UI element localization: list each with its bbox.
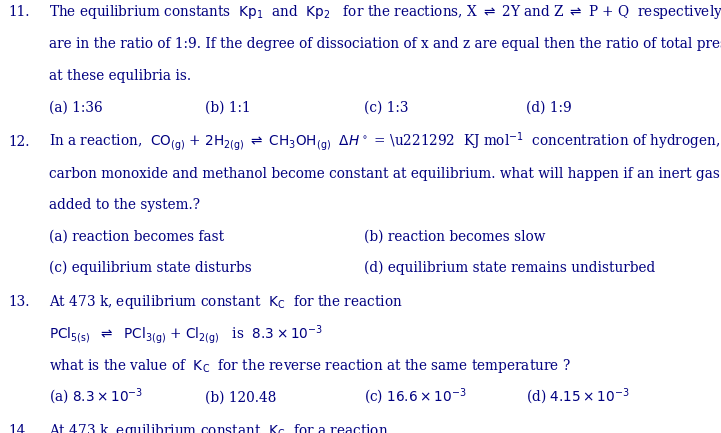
Text: at these equlibria is.: at these equlibria is. xyxy=(49,69,191,83)
Text: 13.: 13. xyxy=(9,295,30,309)
Text: what is the value of  $\mathsf{K_C}$  for the reverse reaction at the same tempe: what is the value of $\mathsf{K_C}$ for … xyxy=(49,358,571,375)
Text: (b) 120.48: (b) 120.48 xyxy=(205,391,277,405)
Text: 12.: 12. xyxy=(9,135,30,149)
Text: In a reaction,  $\mathsf{CO_{(g)}}$ + $\mathsf{2H_{2(g)}}$ $\rightleftharpoons$ : In a reaction, $\mathsf{CO_{(g)}}$ + $\m… xyxy=(49,131,720,153)
Text: (b) 1:1: (b) 1:1 xyxy=(205,100,251,114)
Text: are in the ratio of 1:9. If the degree of dissociation of x and z are equal then: are in the ratio of 1:9. If the degree o… xyxy=(49,37,721,51)
Text: (d) equilibrium state remains undisturbed: (d) equilibrium state remains undisturbe… xyxy=(364,261,655,275)
Text: 14.: 14. xyxy=(9,424,30,433)
Text: (c) equilibrium state disturbs: (c) equilibrium state disturbs xyxy=(49,261,252,275)
Text: $\mathsf{PCl_{5(s)}}$  $\rightleftharpoons$  $\mathsf{PCl_{3(g)}}$ + $\mathsf{Cl: $\mathsf{PCl_{5(s)}}$ $\rightleftharpoon… xyxy=(49,323,323,346)
Text: added to the system.?: added to the system.? xyxy=(49,198,200,212)
Text: (d) $4.15\times10^{-3}$: (d) $4.15\times10^{-3}$ xyxy=(526,387,630,407)
Text: (a) 1:36: (a) 1:36 xyxy=(49,100,102,114)
Text: carbon monoxide and methanol become constant at equilibrium. what will happen if: carbon monoxide and methanol become cons… xyxy=(49,167,721,181)
Text: At 473 k, equilibrium constant  $\mathsf{K_C}$  for a reaction,: At 473 k, equilibrium constant $\mathsf{… xyxy=(49,422,392,433)
Text: (a) reaction becomes fast: (a) reaction becomes fast xyxy=(49,230,224,244)
Text: (a) $8.3\times10^{-3}$: (a) $8.3\times10^{-3}$ xyxy=(49,387,143,407)
Text: (c) $16.6\times10^{-3}$: (c) $16.6\times10^{-3}$ xyxy=(364,387,466,407)
Text: (b) reaction becomes slow: (b) reaction becomes slow xyxy=(364,230,546,244)
Text: (c) 1:3: (c) 1:3 xyxy=(364,100,409,114)
Text: The equilibrium constants  $\mathsf{Kp_1}$  and  $\mathsf{Kp_2}$   for the react: The equilibrium constants $\mathsf{Kp_1}… xyxy=(49,3,721,22)
Text: (d) 1:9: (d) 1:9 xyxy=(526,100,572,114)
Text: 11.: 11. xyxy=(9,6,30,19)
Text: At 473 k, equilibrium constant  $\mathsf{K_C}$  for the reaction: At 473 k, equilibrium constant $\mathsf{… xyxy=(49,293,402,310)
